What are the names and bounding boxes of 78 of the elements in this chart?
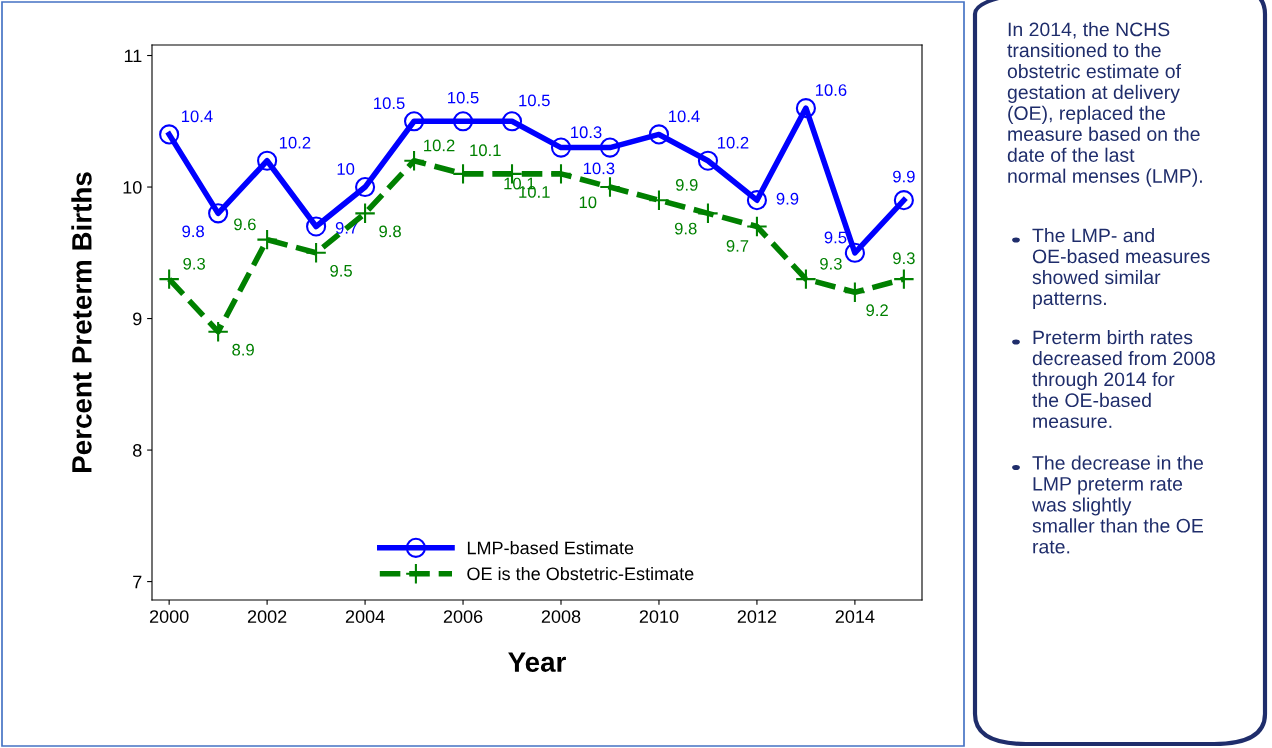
- y-tick-label: 8: [133, 444, 142, 457]
- data-label: 10.5: [519, 94, 550, 107]
- data-label: 10: [337, 163, 355, 175]
- data-label: 9.8: [379, 225, 401, 238]
- point: [355, 176, 376, 198]
- point: [403, 111, 425, 132]
- y-tick-label: 11: [124, 49, 142, 63]
- point: [256, 228, 278, 251]
- point: [207, 320, 229, 343]
- data-label: 10.3: [583, 162, 615, 175]
- data-label: 9.3: [820, 257, 842, 270]
- point: [697, 202, 719, 225]
- point: [550, 137, 572, 158]
- point: [306, 216, 327, 237]
- y-tick-label: 7: [133, 575, 142, 589]
- text: The decrease in the LMP preterm rate was slightly smaller than the OE rate.: [1031, 455, 1203, 554]
- data-label: 9.5: [824, 231, 847, 244]
- x-tick-label: 2002: [247, 610, 287, 623]
- point: [550, 163, 572, 185]
- point: [501, 111, 523, 132]
- data-label: 9.7: [726, 240, 749, 252]
- point: [403, 149, 425, 172]
- point: [648, 124, 670, 145]
- data-label: 10: [579, 196, 597, 209]
- point: [599, 137, 621, 158]
- x-tick-label: 2004: [345, 610, 385, 623]
- point: [795, 98, 816, 119]
- point: [844, 242, 865, 263]
- data-label: 10.5: [448, 91, 479, 104]
- point: [159, 124, 180, 145]
- text: Preterm birth rates decreased from 2008 through 2014 for the OE-based measure.: [1032, 330, 1215, 429]
- data-label: 10.1: [470, 144, 501, 157]
- x-tick-label: 2014: [835, 610, 875, 623]
- x-tick-label: 2010: [639, 610, 679, 623]
- point: [452, 111, 474, 132]
- data-label: 9.5: [330, 264, 352, 277]
- point: [746, 190, 767, 211]
- data-label: 9.9: [675, 178, 698, 191]
- data-label: 9.6: [234, 218, 256, 231]
- data-label: 10.2: [279, 136, 311, 149]
- x-tick-label: 2012: [737, 610, 777, 623]
- legend-label: OE is the Obstetric-Estimate: [467, 566, 694, 581]
- text: In 2014, the NCHS transitioned to the obstetric estimate of gestation at delivery (OE), replaced the measure based on the date of the last normal menses (LMP).: [1007, 22, 1202, 187]
- data-label: 10.4: [181, 110, 213, 123]
- data-label: 10.2: [718, 136, 749, 149]
- point: [697, 150, 719, 171]
- data-label: 10.2: [424, 139, 455, 152]
- point: [795, 268, 817, 290]
- point: [746, 215, 768, 238]
- data-label: 8.9: [232, 343, 254, 356]
- y-axis-title: Percent Preterm Births: [71, 172, 92, 472]
- data-label: 9.8: [674, 222, 697, 235]
- point: [208, 203, 229, 224]
- legend-label: LMP-based Estimate: [467, 541, 634, 555]
- data-label: 9.3: [183, 257, 205, 270]
- data-label: 9.3: [893, 252, 915, 265]
- point: [648, 189, 670, 211]
- y-tick-label: 10: [123, 180, 142, 194]
- point: [158, 268, 180, 290]
- x-tick-label: 2000: [149, 610, 189, 623]
- data-label: 10.4: [669, 110, 700, 123]
- text: The LMP- and OE-based measures showed similar patterns.: [1032, 228, 1210, 309]
- data-label: 9.9: [893, 170, 915, 183]
- data-label: 9.8: [182, 225, 204, 238]
- data-label: 10.3: [571, 126, 602, 139]
- data-label: 9.2: [866, 304, 888, 317]
- point: [893, 190, 914, 211]
- x-tick-label: 2006: [443, 610, 483, 623]
- point: [599, 176, 621, 198]
- point: [257, 150, 278, 171]
- point: [893, 268, 915, 290]
- data-label: 10.6: [815, 84, 847, 96]
- data-label: 10.5: [374, 97, 405, 110]
- x-axis-title: Year: [508, 652, 566, 672]
- y-tick-label: 9: [133, 312, 142, 326]
- x-tick-label: 2008: [541, 610, 581, 623]
- data-label: 9.9: [776, 192, 799, 205]
- point: [305, 242, 327, 264]
